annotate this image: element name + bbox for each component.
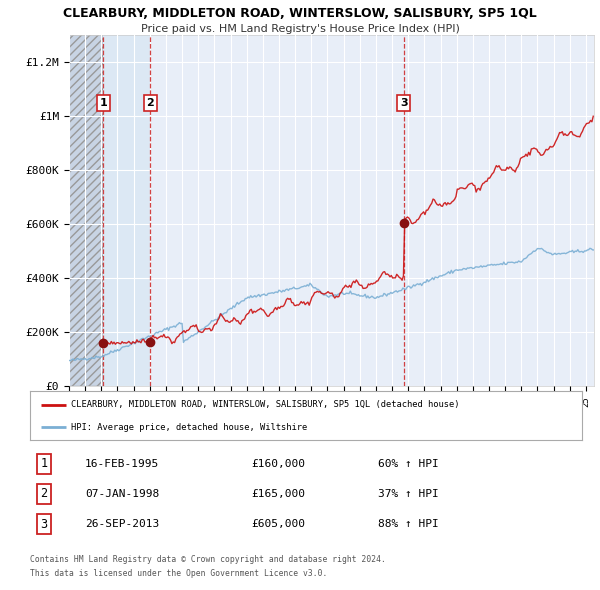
- Text: 16-FEB-1995: 16-FEB-1995: [85, 459, 160, 468]
- Text: 1: 1: [100, 98, 107, 108]
- Bar: [103, 35, 151, 386]
- Text: Price paid vs. HM Land Registry's House Price Index (HPI): Price paid vs. HM Land Registry's House …: [140, 24, 460, 34]
- Text: Contains HM Land Registry data © Crown copyright and database right 2024.: Contains HM Land Registry data © Crown c…: [30, 555, 386, 563]
- Text: £160,000: £160,000: [251, 459, 305, 468]
- Text: CLEARBURY, MIDDLETON ROAD, WINTERSLOW, SALISBURY, SP5 1QL: CLEARBURY, MIDDLETON ROAD, WINTERSLOW, S…: [63, 7, 537, 20]
- Text: 60% ↑ HPI: 60% ↑ HPI: [378, 459, 439, 468]
- Text: 3: 3: [400, 98, 407, 108]
- Text: 37% ↑ HPI: 37% ↑ HPI: [378, 489, 439, 499]
- Text: 2: 2: [146, 98, 154, 108]
- Text: 2: 2: [40, 487, 47, 500]
- Text: 1: 1: [40, 457, 47, 470]
- Text: HPI: Average price, detached house, Wiltshire: HPI: Average price, detached house, Wilt…: [71, 423, 308, 432]
- Text: 3: 3: [40, 517, 47, 530]
- Text: This data is licensed under the Open Government Licence v3.0.: This data is licensed under the Open Gov…: [30, 569, 328, 578]
- Text: £165,000: £165,000: [251, 489, 305, 499]
- Text: 07-JAN-1998: 07-JAN-1998: [85, 489, 160, 499]
- Text: CLEARBURY, MIDDLETON ROAD, WINTERSLOW, SALISBURY, SP5 1QL (detached house): CLEARBURY, MIDDLETON ROAD, WINTERSLOW, S…: [71, 400, 460, 409]
- Text: 88% ↑ HPI: 88% ↑ HPI: [378, 519, 439, 529]
- Text: 26-SEP-2013: 26-SEP-2013: [85, 519, 160, 529]
- Text: £605,000: £605,000: [251, 519, 305, 529]
- Bar: [69, 35, 103, 386]
